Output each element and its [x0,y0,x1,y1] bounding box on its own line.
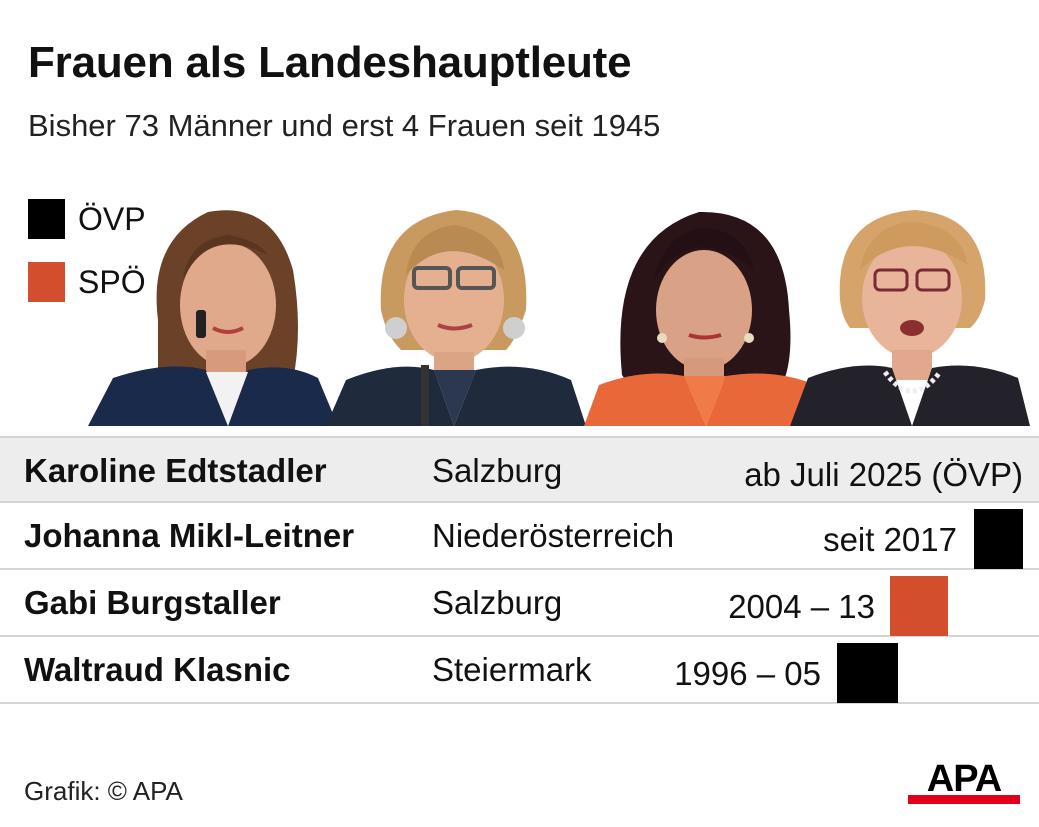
legend-label-spo: SPÖ [78,264,146,300]
table-row: Waltraud Klasnic Steiermark 1996 – 05 [0,637,1039,704]
row-period: seit 2017 [823,521,957,558]
legend-label-ovp: ÖVP [78,201,146,237]
portrait-photos [88,190,1030,426]
apa-logo: APA [908,758,1020,804]
row-period: ab Juli 2025 (ÖVP) [744,456,1023,493]
row-state: Steiermark [432,651,592,688]
row-state: Salzburg [432,584,563,621]
party-bar-ovp [974,509,1023,569]
table-row: Johanna Mikl-Leitner Niederösterreich se… [0,503,1039,570]
row-name: Gabi Burgstaller [24,584,281,621]
table-row: Gabi Burgstaller Salzburg 2004 – 13 [0,570,1039,637]
row-name: Waltraud Klasnic [24,651,291,688]
row-period: 2004 – 13 [728,588,875,625]
row-name: Johanna Mikl-Leitner [24,517,355,554]
portrait-mikl-leitner [326,200,586,426]
page-title: Frauen als Landeshauptleute [28,38,632,87]
portrait-klasnic [790,200,1030,426]
row-name: Karoline Edtstadler [24,452,327,489]
page-subtitle: Bisher 73 Männer und erst 4 Frauen seit … [28,108,661,143]
row-period: 1996 – 05 [674,655,821,692]
svg-text:APA: APA [927,758,1002,800]
portrait-burgstaller [584,200,829,426]
row-state: Salzburg [432,452,563,489]
table-row: Karoline Edtstadler Salzburg ab Juli 202… [0,436,1039,503]
row-state: Niederösterreich [432,517,675,554]
legend-swatch-ovp [28,199,65,239]
legend-swatch-spo [28,262,65,302]
source-credit: Grafik: © APA [24,776,183,806]
party-bar-spo [890,576,948,636]
portrait-edtstadler [88,200,338,426]
party-bar-ovp [837,643,898,703]
